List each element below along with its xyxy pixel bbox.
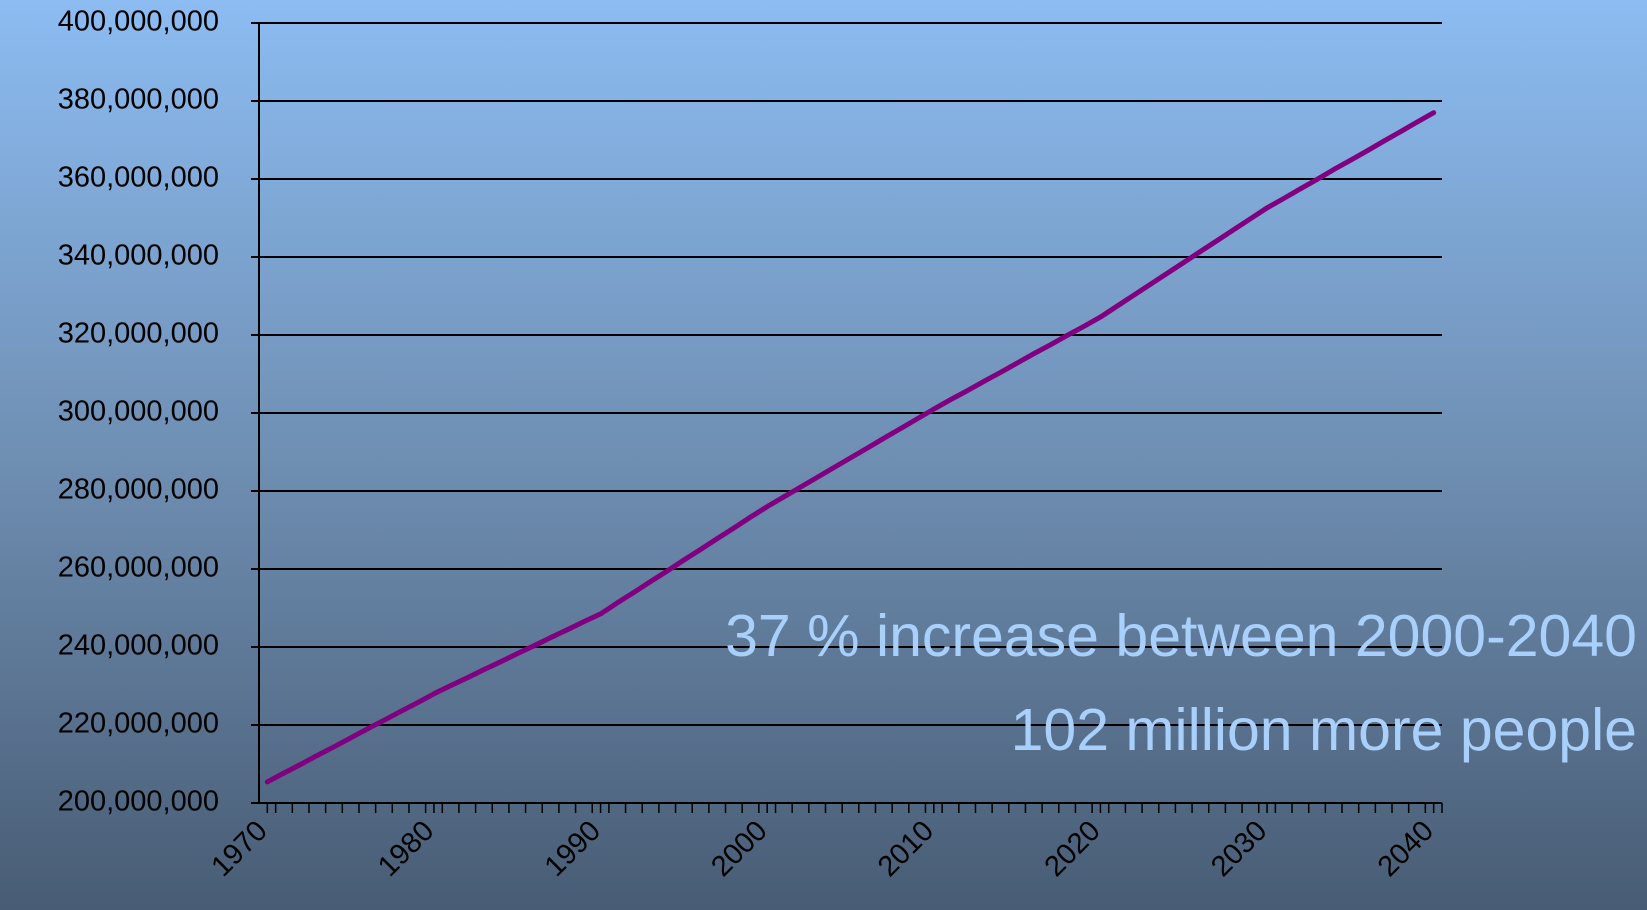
series-line xyxy=(264,110,1437,785)
y-tick-label: 260,000,000 xyxy=(58,552,219,584)
annotation: 102 million more people xyxy=(1011,697,1637,763)
y-tick-label: 240,000,000 xyxy=(58,630,219,662)
grid xyxy=(251,22,1443,813)
y-tick-label: 400,000,000 xyxy=(58,6,219,38)
y-tick-label: 380,000,000 xyxy=(58,84,219,116)
plot xyxy=(264,110,1437,785)
y-tick-label: 320,000,000 xyxy=(58,318,219,350)
y-tick-label: 280,000,000 xyxy=(58,474,219,506)
y-tick-label: 200,000,000 xyxy=(58,786,219,818)
y-tick-label: 340,000,000 xyxy=(58,240,219,272)
y-tick-label: 300,000,000 xyxy=(58,396,219,428)
annotation: 37 % increase between 2000-2040 xyxy=(725,603,1637,669)
y-tick-label: 220,000,000 xyxy=(58,708,219,740)
y-tick-label: 360,000,000 xyxy=(58,162,219,194)
